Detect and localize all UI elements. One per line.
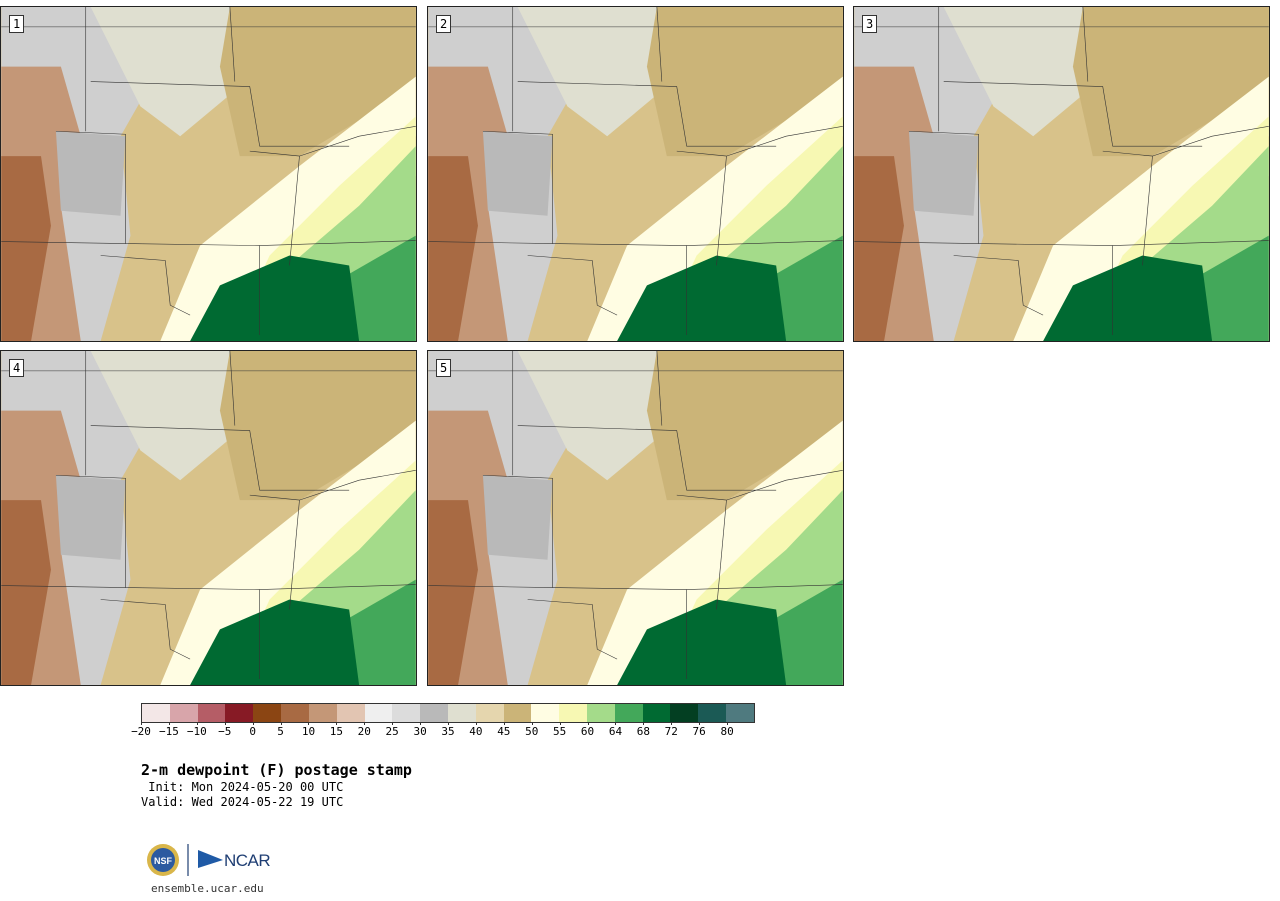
forecast-panel-4: 4 [0, 350, 417, 686]
forecast-panel-2: 2 [427, 6, 844, 342]
colorbar-tick-label: 50 [525, 725, 539, 738]
colorbar-tick [643, 722, 645, 725]
colorbar-swatch [614, 704, 643, 722]
colorbar-tick-label: 0 [249, 725, 256, 738]
colorbar-swatch [670, 704, 699, 722]
colorbar-tick-label: 72 [664, 725, 678, 738]
colorbar-swatch [698, 704, 727, 722]
colorbar-tick-label: 20 [357, 725, 371, 738]
colorbar-tick [196, 722, 198, 725]
colorbar-tick [364, 722, 366, 725]
dewpoint-map [428, 7, 843, 341]
colorbar-swatch [225, 704, 254, 722]
colorbar-tick-label: 35 [441, 725, 455, 738]
colorbar-tick-label: −10 [186, 725, 207, 738]
colorbar-tick [224, 722, 226, 725]
init-time: Init: Mon 2024-05-20 00 UTC [141, 780, 344, 794]
colorbar-swatch [281, 704, 309, 722]
forecast-panel-5: 5 [427, 350, 844, 686]
colorbar-tick [671, 722, 673, 725]
colorbar-swatch [392, 704, 421, 722]
colorbar-tick-label: 55 [553, 725, 567, 738]
colorbar-tick [252, 722, 254, 725]
plot-title: 2-m dewpoint (F) postage stamp [141, 761, 412, 779]
colorbar-swatch [197, 704, 226, 722]
colorbar-tick [727, 722, 729, 725]
colorbar-tick [280, 722, 282, 725]
colorbar-tick [503, 722, 505, 725]
colorbar [141, 703, 755, 723]
colorbar-tick [392, 722, 394, 725]
valid-time: Valid: Wed 2024-05-22 19 UTC [141, 795, 344, 809]
dewpoint-map [428, 351, 843, 685]
colorbar-tick [308, 722, 310, 725]
colorbar-tick [168, 722, 170, 725]
colorbar-tick [531, 722, 533, 725]
colorbar-swatch [336, 704, 365, 722]
panel-number: 5 [436, 359, 452, 377]
colorbar-swatch [364, 704, 393, 722]
colorbar-tick [699, 722, 701, 725]
dewpoint-map [854, 7, 1269, 341]
forecast-panel-1: 1 [0, 6, 417, 342]
colorbar-tick [615, 722, 617, 725]
logos: NSF NCAR [145, 842, 275, 878]
colorbar-swatch [503, 704, 532, 722]
colorbar-tick-label: 45 [497, 725, 511, 738]
colorbar-tick-label: 15 [329, 725, 343, 738]
panel-number: 2 [436, 15, 452, 33]
colorbar-tick-label: −20 [131, 725, 151, 738]
colorbar-tick-label: 68 [636, 725, 650, 738]
colorbar-swatch [169, 704, 198, 722]
colorbar-ticks: −20 −15 −10 −5 0 5 10 15 20 25 30 35 40 45 50 55 60 64 68 7… [131, 722, 755, 741]
colorbar-tick [559, 722, 561, 725]
colorbar-tick-label: 10 [301, 725, 316, 738]
colorbar-swatch [420, 704, 448, 722]
panel-number: 3 [862, 15, 878, 33]
nsf-ncar-logo: NSF [147, 844, 223, 876]
colorbar-tick [448, 722, 449, 725]
dewpoint-map [1, 7, 416, 341]
colorbar-tick-label: 64 [608, 725, 623, 738]
colorbar-tick [336, 722, 338, 725]
colorbar-swatch [642, 704, 671, 722]
panel-number: 1 [9, 15, 25, 33]
colorbar-swatch [587, 704, 615, 722]
colorbar-swatch [559, 704, 587, 722]
forecast-panel-3: 3 [853, 6, 1270, 342]
colorbar-tick [587, 722, 589, 725]
colorbar-tick-label: 25 [385, 725, 399, 738]
panel-number: 4 [9, 359, 25, 377]
colorbar-swatch [475, 704, 504, 722]
svg-text:NSF: NSF [154, 856, 173, 866]
site-url: ensemble.ucar.edu [151, 882, 264, 895]
colorbar-tick-label: 5 [277, 725, 284, 738]
colorbar-tick-label: 76 [692, 725, 706, 738]
colorbar-swatch [447, 704, 476, 722]
colorbar-tick-label: −5 [218, 725, 232, 738]
ncar-wordmark: NCAR [224, 851, 271, 870]
colorbar-swatch [142, 704, 170, 722]
colorbar-tick-label: 60 [580, 725, 595, 738]
colorbar-swatch [253, 704, 282, 722]
colorbar-swatch [308, 704, 337, 722]
colorbar-tick-label: 30 [413, 725, 427, 738]
colorbar-swatch [531, 704, 560, 722]
colorbar-tick [141, 722, 142, 725]
colorbar-tick-label: 40 [469, 725, 483, 738]
colorbar-swatch [726, 704, 754, 722]
colorbar-tick [420, 722, 422, 725]
dewpoint-map [1, 351, 416, 685]
colorbar-tick-label: 80 [720, 725, 734, 738]
colorbar-tick-label: −15 [158, 725, 179, 738]
colorbar-tick [475, 722, 477, 725]
